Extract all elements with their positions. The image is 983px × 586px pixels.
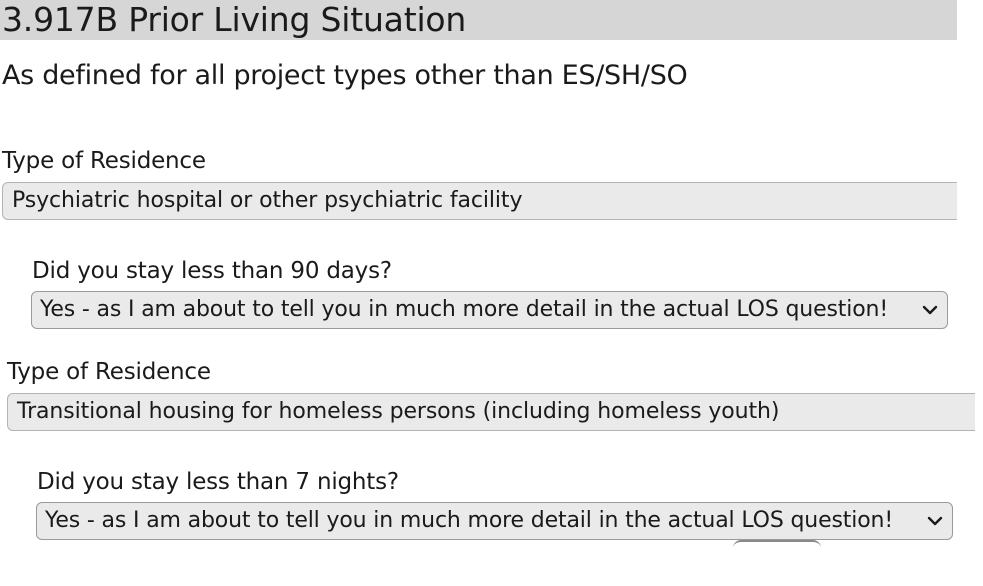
stay-length-select[interactable]: Yes - as I am about to tell you in much … [31,291,948,329]
residence-type-field: Transitional housing for homeless person… [7,393,975,431]
stay-length-select[interactable]: Yes - as I am about to tell you in much … [36,502,953,540]
select-value: Yes - as I am about to tell you in much … [45,508,894,533]
partial-element-edge [733,540,821,548]
chevron-down-icon [922,305,938,315]
stay-question-label: Did you stay less than 90 days? [32,258,392,284]
chevron-down-icon [927,516,943,526]
stay-question-label: Did you stay less than 7 nights? [37,469,399,495]
section-title: 3.917B Prior Living Situation [0,0,957,40]
section-subtitle: As defined for all project types other t… [2,60,688,91]
residence-type-label: Type of Residence [2,148,206,174]
select-value: Yes - as I am about to tell you in much … [40,297,889,322]
residence-type-label: Type of Residence [7,359,211,385]
residence-type-field: Psychiatric hospital or other psychiatri… [2,182,957,220]
